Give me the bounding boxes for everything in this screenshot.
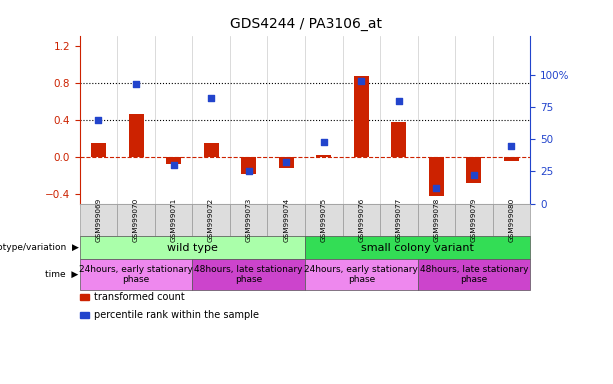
Bar (354, 76, 369, 157)
Text: percentile rank within the sample: percentile rank within the sample (94, 310, 259, 320)
Bar (241, 157, 256, 174)
Text: 24hours, early stationary
phase: 24hours, early stationary phase (79, 265, 193, 284)
Text: GSM999069: GSM999069 (96, 198, 102, 242)
Bar (466, 157, 481, 183)
Text: GSM999077: GSM999077 (396, 198, 402, 242)
Bar (316, 155, 331, 157)
Text: time  ▶: time ▶ (45, 270, 78, 279)
Point (281, 159, 291, 166)
Point (244, 168, 254, 174)
Bar (204, 143, 219, 157)
Bar (166, 157, 181, 164)
Text: GSM999075: GSM999075 (321, 198, 327, 242)
Point (206, 95, 216, 101)
Text: GSM999076: GSM999076 (358, 198, 364, 242)
Text: 24hours, early stationary
phase: 24hours, early stationary phase (304, 265, 418, 284)
Bar (504, 157, 519, 161)
Point (94, 117, 104, 123)
Bar (129, 114, 143, 157)
Point (169, 162, 178, 168)
Point (506, 142, 516, 149)
Text: 48hours, late stationary
phase: 48hours, late stationary phase (420, 265, 528, 284)
Text: wild type: wild type (167, 243, 218, 253)
Text: 48hours, late stationary
phase: 48hours, late stationary phase (194, 265, 303, 284)
Text: small colony variant: small colony variant (361, 243, 474, 253)
Text: GSM999074: GSM999074 (283, 198, 289, 242)
Text: GSM999072: GSM999072 (208, 198, 214, 242)
Text: GSM999073: GSM999073 (246, 198, 252, 242)
Point (432, 185, 441, 191)
Point (394, 98, 404, 104)
Text: GSM999078: GSM999078 (433, 198, 440, 242)
Text: GSM999079: GSM999079 (471, 198, 477, 242)
Text: transformed count: transformed count (94, 292, 185, 302)
Bar (91, 143, 106, 157)
Point (131, 81, 141, 87)
Point (356, 78, 366, 84)
Text: GSM999070: GSM999070 (133, 198, 139, 242)
Point (469, 172, 479, 178)
Text: GSM999071: GSM999071 (170, 198, 177, 242)
Bar (429, 157, 444, 196)
Point (319, 139, 329, 145)
Text: GDS4244 / PA3106_at: GDS4244 / PA3106_at (230, 17, 383, 31)
Bar (279, 157, 294, 168)
Text: GSM999080: GSM999080 (508, 198, 514, 242)
Text: genotype/variation  ▶: genotype/variation ▶ (0, 243, 78, 252)
Bar (391, 122, 406, 157)
